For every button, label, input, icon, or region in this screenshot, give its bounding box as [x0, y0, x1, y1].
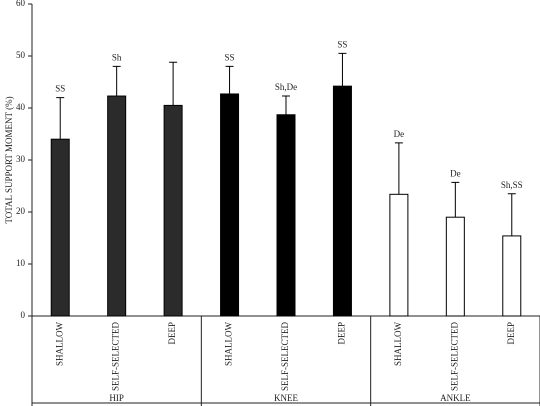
annotation: Sh,SS — [501, 180, 523, 190]
group-label: HIP — [109, 393, 124, 403]
x-tick-label: DEEP — [506, 322, 516, 345]
bar — [332, 85, 352, 317]
error-bar — [338, 52, 347, 87]
x-tick-label: SHALLOW — [393, 322, 403, 366]
x-tick-label: DEEP — [337, 322, 347, 345]
y-axis-label: TOTAL SUPPORT MOMENT (%) — [4, 96, 14, 223]
bar — [220, 93, 240, 317]
error-bar — [282, 95, 290, 115]
y-tick-label: 10 — [16, 258, 26, 268]
x-tick-label: SHALLOW — [54, 322, 64, 366]
bar — [389, 193, 409, 317]
x-tick-label: DEEP — [167, 322, 177, 345]
bar — [163, 104, 183, 317]
x-tick-label: SHALLOW — [224, 322, 234, 366]
bar — [107, 95, 127, 317]
x-tick-label: SELF-SELECTED — [449, 322, 459, 391]
y-tick-label: 60 — [16, 0, 26, 8]
annotation: De — [394, 129, 405, 139]
bar — [276, 114, 296, 317]
y-tick-label: 30 — [16, 154, 26, 164]
error-bar — [56, 97, 65, 140]
error-bar — [169, 61, 178, 106]
bar — [445, 216, 465, 317]
annotation: Sh,De — [275, 82, 297, 92]
annotation: SS — [225, 52, 235, 62]
y-tick-label: 20 — [16, 206, 26, 216]
y-tick-label: 50 — [16, 50, 26, 60]
error-bar — [394, 142, 403, 195]
error-bar — [507, 193, 516, 236]
bar — [502, 235, 522, 317]
annotation: SS — [55, 84, 65, 94]
y-tick-label: 40 — [16, 102, 26, 112]
y-tick-label: 0 — [21, 310, 26, 320]
error-bar — [112, 65, 121, 97]
x-tick-label: SELF-SELECTED — [111, 322, 121, 391]
annotation: Sh — [112, 52, 122, 62]
error-bar — [451, 181, 460, 218]
x-tick-label: SELF-SELECTED — [280, 322, 290, 391]
bar — [50, 138, 70, 317]
annotation: De — [450, 168, 461, 178]
group-label: KNEE — [274, 393, 298, 403]
error-bar — [225, 65, 234, 94]
annotation: SS — [337, 39, 347, 49]
group-label: ANKLE — [440, 393, 471, 403]
